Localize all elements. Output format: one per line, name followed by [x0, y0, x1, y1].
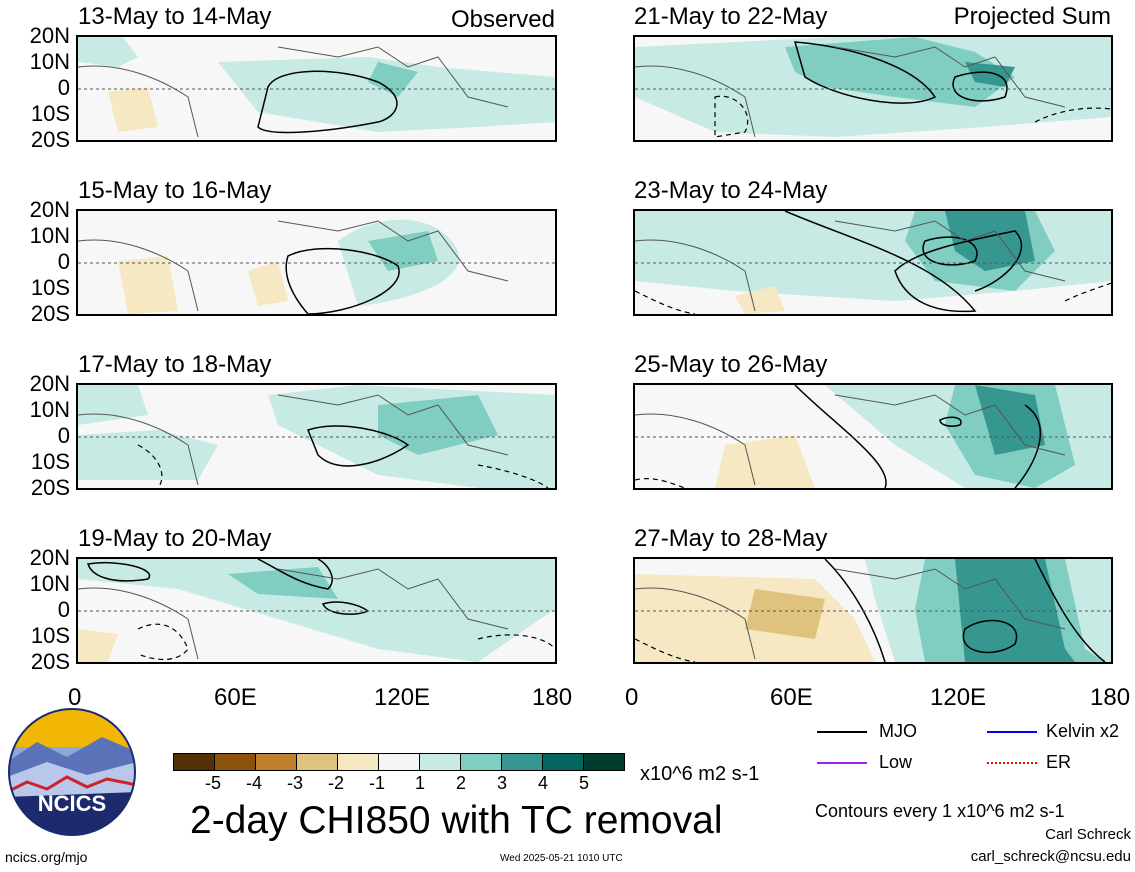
y-tick: 20N [29, 23, 70, 48]
legend-swatch-low [817, 762, 867, 764]
y-tick: 0 [57, 423, 70, 448]
y-tick: 20N [29, 545, 70, 570]
panel-title-2: 21-May to 22-May [634, 3, 828, 30]
y-tick: 10S [30, 275, 70, 300]
y-tick: 10N [29, 571, 70, 596]
colorbar-cell [255, 753, 297, 771]
colorbar-label: -4 [246, 773, 263, 793]
colorbar-cell [419, 753, 461, 771]
panel-title-7: 19-May to 20-May [78, 525, 272, 552]
panel-tag-observed: Observed [450, 6, 555, 33]
legend-swatch-kelvin [987, 731, 1037, 733]
main-title: 2-day CHI850 with TC removal [190, 799, 723, 842]
y-tick: 10S [30, 101, 70, 126]
map-panel-2 [633, 35, 1113, 142]
colorbar-label: 4 [538, 773, 549, 793]
legend-label-kelvin: Kelvin x2 [1046, 721, 1120, 741]
y-tick: 10S [30, 449, 70, 474]
x-tick: 180 [532, 684, 573, 711]
legend-label-low: Low [879, 752, 913, 772]
y-tick: 10S [30, 623, 70, 648]
x-tick: 120E [930, 684, 987, 711]
legend-swatch-mjo [817, 731, 867, 733]
colorbar-label: -5 [205, 773, 222, 793]
legend-label-er: ER [1046, 752, 1072, 772]
logo-text: NCICS [38, 791, 106, 816]
y-tick: 0 [57, 249, 70, 274]
map-panel-7 [76, 557, 557, 664]
y-tick: 20S [30, 301, 70, 326]
panel-title-1: 13-May to 14-May [78, 3, 272, 30]
contour-note: Contours every 1 x10^6 m2 s-1 [815, 801, 1065, 821]
x-tick: 0 [68, 684, 82, 711]
colorbar-cell [173, 753, 215, 771]
colorbar-label: -3 [287, 773, 304, 793]
colorbar-cell [296, 753, 338, 771]
x-tick: 120E [374, 684, 431, 711]
y-tick: 20S [30, 475, 70, 500]
author: Carl Schreck [1045, 826, 1131, 843]
colorbar-label: -1 [369, 773, 386, 793]
x-tick: 0 [625, 684, 639, 711]
colorbar-cell [337, 753, 379, 771]
colorbar-label: 2 [456, 773, 467, 793]
colorbar-cell [214, 753, 256, 771]
legend-label-mjo: MJO [879, 721, 917, 741]
y-tick: 20N [29, 197, 70, 222]
ncics-logo: NCICS [7, 707, 137, 837]
y-tick: 20S [30, 649, 70, 674]
y-tick: 0 [57, 597, 70, 622]
x-tick: 180 [1090, 684, 1131, 711]
x-tick: 60E [214, 684, 257, 711]
colorbar-label: 1 [415, 773, 426, 793]
map-panel-4 [633, 209, 1113, 316]
colorbar-label: 3 [497, 773, 508, 793]
colorbar-units: x10^6 m2 s-1 [640, 763, 760, 785]
map-panel-3 [76, 209, 557, 316]
colorbar-cell [460, 753, 502, 771]
colorbar-cell [542, 753, 584, 771]
colorbar-label: 5 [579, 773, 590, 793]
y-tick: 20N [29, 371, 70, 396]
footer-url[interactable]: ncics.org/mjo [5, 849, 88, 865]
colorbar-cell [378, 753, 420, 771]
map-panel-8 [633, 557, 1113, 664]
panel-title-3: 15-May to 16-May [78, 177, 272, 204]
y-tick: 10N [29, 397, 70, 422]
panel-tag-projected: Projected Sum [953, 3, 1111, 30]
y-tick: 10N [29, 223, 70, 248]
panel-title-8: 27-May to 28-May [634, 525, 828, 552]
map-panel-6 [633, 383, 1113, 490]
panel-title-5: 17-May to 18-May [78, 351, 272, 378]
y-tick: 10N [29, 49, 70, 74]
footer-timestamp: Wed 2025-05-21 1010 UTC [500, 853, 623, 864]
colorbar-label: -2 [328, 773, 345, 793]
x-tick: 60E [770, 684, 813, 711]
panel-title-6: 25-May to 26-May [634, 351, 828, 378]
y-tick: 20S [30, 127, 70, 152]
map-panel-5 [76, 383, 557, 490]
colorbar-cell [501, 753, 543, 771]
legend-swatch-er [987, 762, 1037, 764]
panel-title-4: 23-May to 24-May [634, 177, 828, 204]
y-tick: 0 [57, 75, 70, 100]
map-panel-1 [76, 35, 557, 142]
author-email[interactable]: carl_schreck@ncsu.edu [970, 848, 1131, 865]
colorbar-cell [583, 753, 625, 771]
